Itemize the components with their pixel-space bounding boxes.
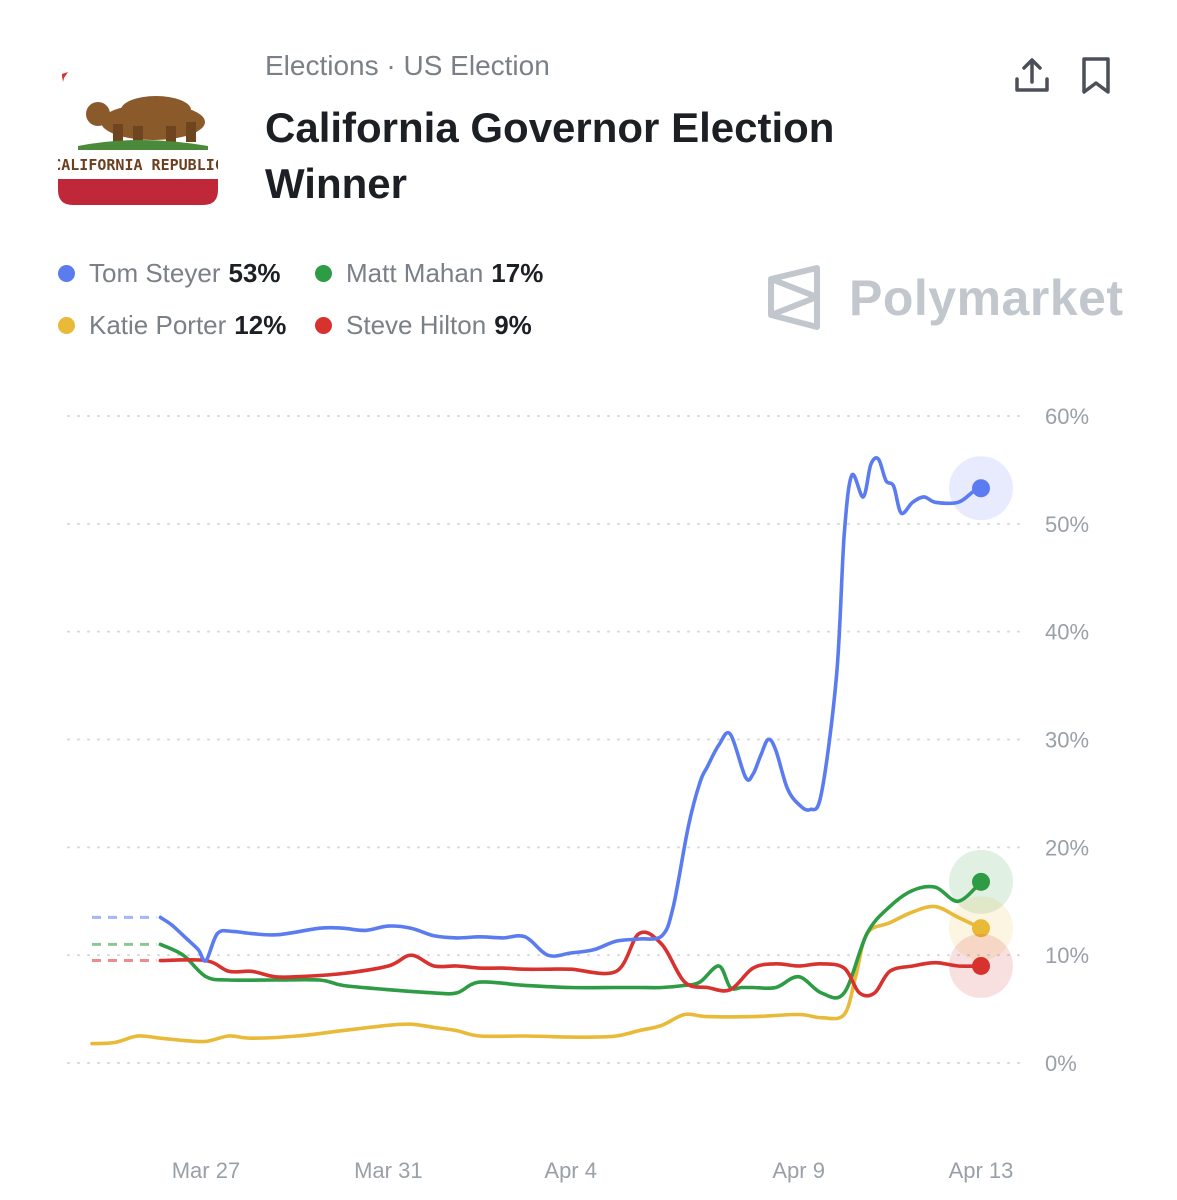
chart-grid <box>67 415 1023 1064</box>
legend-name: Steve Hilton <box>346 310 487 340</box>
legend-dot <box>58 264 75 282</box>
series-end-point <box>972 479 990 498</box>
y-axis: 60% 50% 40% 30% 20% 10% 0% <box>1045 404 1089 1076</box>
series-line <box>158 930 983 998</box>
line-chart: 60% 50% 40% 30% 20% 10% 0% Mar 27 Mar 31 Apr 4 Ap… <box>67 404 1089 1183</box>
legend-value: 12% <box>234 310 287 340</box>
bookmark-button[interactable] <box>1077 55 1117 95</box>
flag-red-stripe <box>58 179 218 205</box>
series-line <box>158 456 983 963</box>
legend-item-steve-hilton[interactable]: Steve Hilton 9% <box>315 307 532 343</box>
y-tick-label: 0% <box>1045 1051 1077 1076</box>
bookmark-icon <box>1082 57 1110 94</box>
x-axis: Mar 27 Mar 31 Apr 4 Apr 9 Apr 13 <box>172 1158 1014 1183</box>
chart-series <box>90 456 1013 1046</box>
y-tick-label: 60% <box>1045 404 1089 429</box>
y-tick-label: 10% <box>1045 943 1089 968</box>
series-end-point <box>972 956 990 975</box>
legend-dot <box>58 316 75 334</box>
breadcrumb[interactable]: Elections · US Election <box>265 50 550 81</box>
flag-graphic: CALIFORNIA REPUBLIC <box>52 72 224 205</box>
brand-name: Polymarket <box>849 270 1124 326</box>
legend-dot <box>315 264 332 282</box>
legend-value: 9% <box>494 310 532 340</box>
x-tick-label: Apr 9 <box>772 1158 825 1183</box>
legend-name: Tom Steyer <box>89 258 221 288</box>
legend-item-katie-porter[interactable]: Katie Porter 12% <box>58 307 286 343</box>
x-tick-label: Apr 4 <box>544 1158 597 1183</box>
flag-star <box>62 72 68 82</box>
legend-dot <box>315 316 332 334</box>
legend-item-tom-steyer[interactable]: Tom Steyer 53% <box>58 255 281 291</box>
series-end-point <box>972 872 990 891</box>
legend-name: Matt Mahan <box>346 258 484 288</box>
legend-item-matt-mahan[interactable]: Matt Mahan 17% <box>315 255 543 291</box>
flag-text: CALIFORNIA REPUBLIC <box>58 156 218 174</box>
y-tick-label: 50% <box>1045 512 1089 537</box>
polymarket-logo-icon <box>768 265 820 330</box>
y-tick-label: 20% <box>1045 835 1089 860</box>
x-tick-label: Mar 31 <box>354 1158 422 1183</box>
legend-value: 17% <box>491 258 544 288</box>
legend-value: 53% <box>228 258 281 288</box>
page-title: California Governor Election Winner <box>265 104 835 207</box>
x-tick-label: Mar 27 <box>172 1158 240 1183</box>
series-line <box>158 880 983 1000</box>
y-tick-label: 30% <box>1045 728 1089 753</box>
upload-share-icon <box>1015 58 1049 92</box>
x-tick-label: Apr 13 <box>949 1158 1014 1183</box>
bear-shape <box>78 96 208 150</box>
legend-name: Katie Porter <box>89 310 227 340</box>
california-flag-icon: CALIFORNIA REPUBLIC <box>52 62 224 207</box>
series-end-point <box>972 919 990 938</box>
y-tick-label: 40% <box>1045 620 1089 645</box>
share-button[interactable] <box>1012 55 1052 95</box>
